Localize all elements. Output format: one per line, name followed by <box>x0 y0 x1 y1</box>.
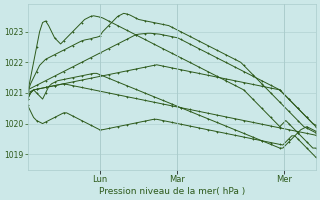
X-axis label: Pression niveau de la mer( hPa ): Pression niveau de la mer( hPa ) <box>99 187 245 196</box>
